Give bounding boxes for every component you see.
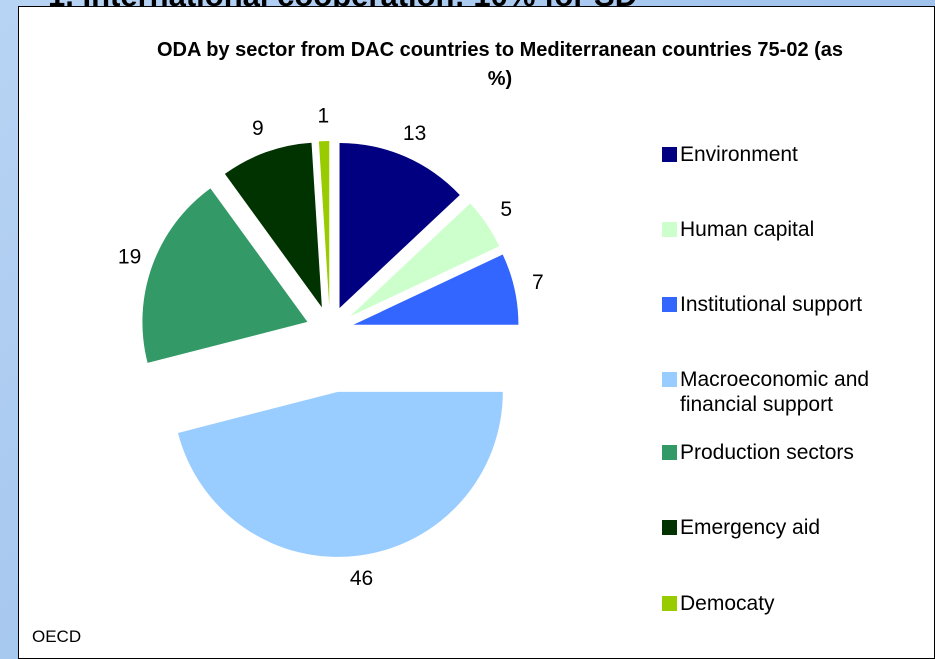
legend-label: Production sectors bbox=[680, 441, 854, 464]
legend-label: Emergency aid bbox=[680, 516, 821, 539]
pie-slice bbox=[339, 142, 460, 308]
legend-swatch bbox=[662, 297, 677, 312]
data-label: 19 bbox=[118, 245, 141, 268]
legend-label: Environment bbox=[680, 143, 798, 166]
data-label: 9 bbox=[252, 117, 264, 140]
legend-swatch bbox=[662, 520, 677, 535]
pie-slice bbox=[224, 142, 322, 308]
data-label: 46 bbox=[350, 567, 373, 590]
legend-item: Macroeconomic and financial support bbox=[662, 367, 932, 417]
legend-item: Production sectors bbox=[662, 440, 932, 465]
legend-item: Emergency aid bbox=[662, 515, 932, 540]
pie-slice bbox=[353, 254, 519, 325]
legend-label: Macroeconomic and financial support bbox=[680, 368, 870, 416]
pie-slice bbox=[142, 188, 308, 363]
source: OECD bbox=[32, 627, 82, 646]
legend-label: Institutional support bbox=[680, 293, 863, 316]
legend-label: Democaty bbox=[680, 592, 775, 615]
legend-swatch bbox=[662, 596, 677, 611]
legend-swatch bbox=[662, 147, 677, 162]
data-label: 7 bbox=[532, 271, 544, 294]
legend-item: Human capital bbox=[662, 217, 932, 242]
data-label: 13 bbox=[403, 122, 426, 145]
legend-item: Democaty bbox=[662, 591, 932, 616]
legend-swatch bbox=[662, 372, 677, 387]
legend-swatch bbox=[662, 445, 677, 460]
legend-item: Environment bbox=[662, 142, 932, 167]
legend-label: Human capital bbox=[680, 218, 815, 241]
pie-slice bbox=[178, 391, 503, 557]
legend-item: Institutional support bbox=[662, 292, 932, 317]
chart-title: ODA by sector from DAC countries to Medi… bbox=[156, 39, 844, 90]
pie-slice bbox=[318, 141, 330, 307]
data-label: 5 bbox=[500, 198, 512, 221]
data-label: 1 bbox=[317, 105, 329, 128]
legend-swatch bbox=[662, 222, 677, 237]
pie-slice bbox=[349, 203, 500, 317]
